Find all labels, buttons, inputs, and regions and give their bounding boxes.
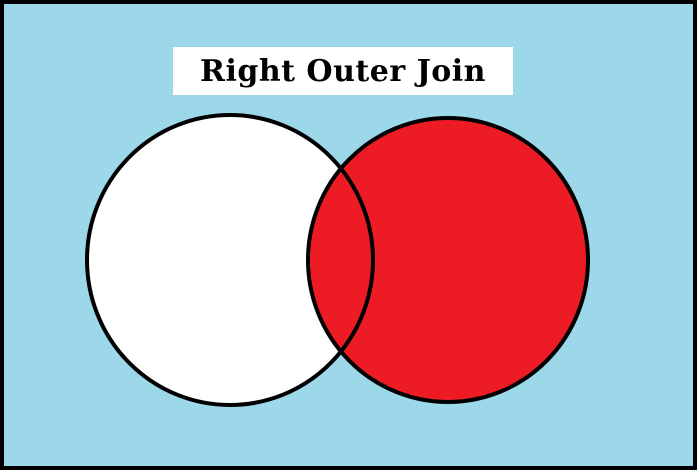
title-label-box: Right Outer Join: [173, 47, 513, 95]
left-circle-outline: [85, 113, 375, 407]
left-table-circle: [87, 115, 373, 405]
right-table-circle: [308, 118, 588, 402]
diagram-title: Right Outer Join: [200, 53, 486, 89]
right-circle-outline: [306, 116, 590, 404]
